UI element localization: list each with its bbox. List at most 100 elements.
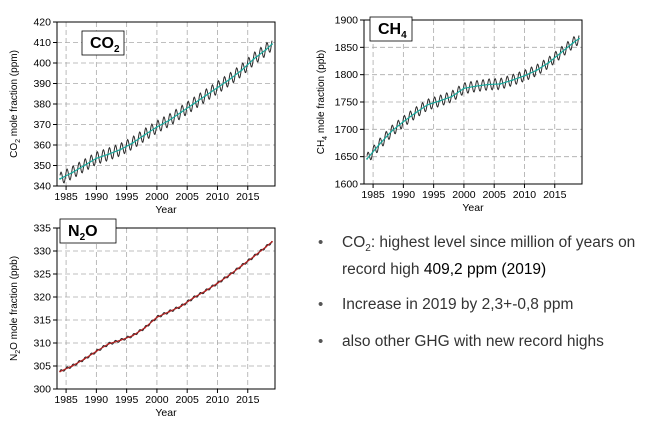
x-axis-label: Year (462, 202, 484, 214)
x-tick-label: 2015 (236, 394, 260, 406)
data-point (252, 255, 255, 258)
x-tick-label: 1995 (422, 189, 446, 201)
title-box (81, 30, 125, 56)
data-point (523, 74, 526, 77)
x-tick-label: 1990 (85, 191, 109, 203)
y-tick-label: 1600 (335, 179, 359, 191)
chart-title: CO2 (90, 35, 120, 55)
data-point (168, 119, 170, 122)
data-point (390, 130, 393, 133)
x-tick-label: 1990 (392, 189, 416, 201)
data-point (143, 133, 146, 136)
y-tick-label: 1700 (335, 124, 359, 136)
x-axis-label: Year (155, 407, 177, 419)
data-point (252, 58, 255, 60)
data-point (240, 69, 243, 72)
x-tick-label: 2000 (145, 394, 169, 406)
data-point (578, 37, 580, 40)
x-tick-label: 2010 (206, 394, 230, 406)
data-point (499, 83, 502, 85)
bullet-co2-text: : highest level since million of years o… (342, 234, 636, 279)
data-point (271, 240, 273, 243)
data-point (450, 95, 453, 98)
bullet-dot: • (318, 296, 324, 314)
bullet-dot: • (318, 333, 324, 351)
data-point (475, 85, 477, 88)
x-tick-label: 2005 (176, 394, 200, 406)
series-line-monthly (59, 240, 273, 372)
y-tick-label: 390 (33, 78, 51, 90)
data-point (535, 69, 538, 72)
y-tick-label: 1800 (335, 69, 359, 81)
x-tick-label: 1995 (115, 394, 139, 406)
y-tick-label: 305 (33, 361, 51, 373)
y-tick-label: 350 (33, 160, 51, 172)
chart-title: N2O (68, 223, 98, 243)
y-tick-label: 1750 (335, 97, 359, 109)
data-point (71, 171, 74, 174)
bullet-co2-prefix: CO (342, 234, 366, 251)
data-point (547, 61, 550, 64)
title-box (369, 16, 413, 42)
y-tick-label: 340 (33, 181, 51, 193)
data-point (180, 305, 183, 308)
data-point (559, 51, 562, 54)
data-point (180, 111, 183, 114)
data-point (204, 94, 207, 97)
data-point (511, 79, 514, 82)
data-point (228, 274, 231, 276)
x-tick-label: 1985 (361, 189, 385, 201)
data-point (168, 310, 170, 313)
series-line-trend (59, 241, 273, 373)
chart-title: CH4 (378, 21, 407, 41)
x-axis-label: Year (155, 204, 177, 216)
data-point (216, 86, 219, 89)
y-tick-label: 330 (33, 246, 51, 258)
data-point (204, 290, 207, 292)
data-point (572, 42, 574, 44)
data-point (131, 334, 134, 337)
ch4-chart: 1600 1650 1700 1750 1800 1850 1900 1985 1990 1995… (316, 15, 583, 214)
data-point (426, 103, 429, 106)
data-point (487, 83, 490, 86)
x-tick-label: 2010 (513, 189, 537, 201)
data-point (240, 264, 243, 267)
data-point (228, 78, 231, 81)
data-point (107, 153, 110, 156)
data-point (402, 120, 405, 123)
data-point (59, 177, 61, 180)
x-tick-label: 2000 (452, 189, 476, 201)
x-tick-label: 2005 (176, 191, 200, 203)
data-point (378, 143, 381, 146)
data-point (143, 326, 146, 329)
plot-frame (363, 19, 583, 185)
y-tick-label: 300 (33, 384, 51, 396)
co2-chart: 340 350 360 370 380 390 400 410 420 1985 1990 1995 2… (9, 17, 276, 216)
bullet-co2-subscript: 2 (365, 243, 371, 255)
series-line-monthly (59, 40, 273, 184)
data-point (216, 282, 219, 285)
data-point (271, 43, 273, 46)
title-box (59, 218, 117, 244)
bullet-co2-highlight: 409,2 ppm (2019) (423, 261, 547, 279)
x-tick-label: 2015 (543, 189, 567, 201)
x-tick-label: 2010 (206, 191, 230, 203)
y-tick-label: 410 (33, 37, 51, 49)
y-tick-label: 335 (33, 223, 51, 235)
data-point (95, 350, 98, 353)
bullet-dot: • (318, 234, 324, 251)
plot-frame (56, 21, 276, 187)
data-point (83, 164, 86, 167)
y-tick-label: 370 (33, 119, 51, 131)
data-point (414, 112, 417, 114)
data-point (366, 157, 368, 160)
y-axis-label: CO2 mole fraction (ppm) (9, 50, 22, 158)
y-tick-label: 1900 (335, 15, 359, 27)
y-tick-label: 325 (33, 269, 51, 281)
data-point (71, 365, 74, 367)
y-axis-label: N2O mole fraction (ppb) (9, 256, 22, 361)
x-tick-label: 1995 (115, 191, 139, 203)
data-point (463, 87, 465, 90)
data-point (119, 339, 122, 342)
